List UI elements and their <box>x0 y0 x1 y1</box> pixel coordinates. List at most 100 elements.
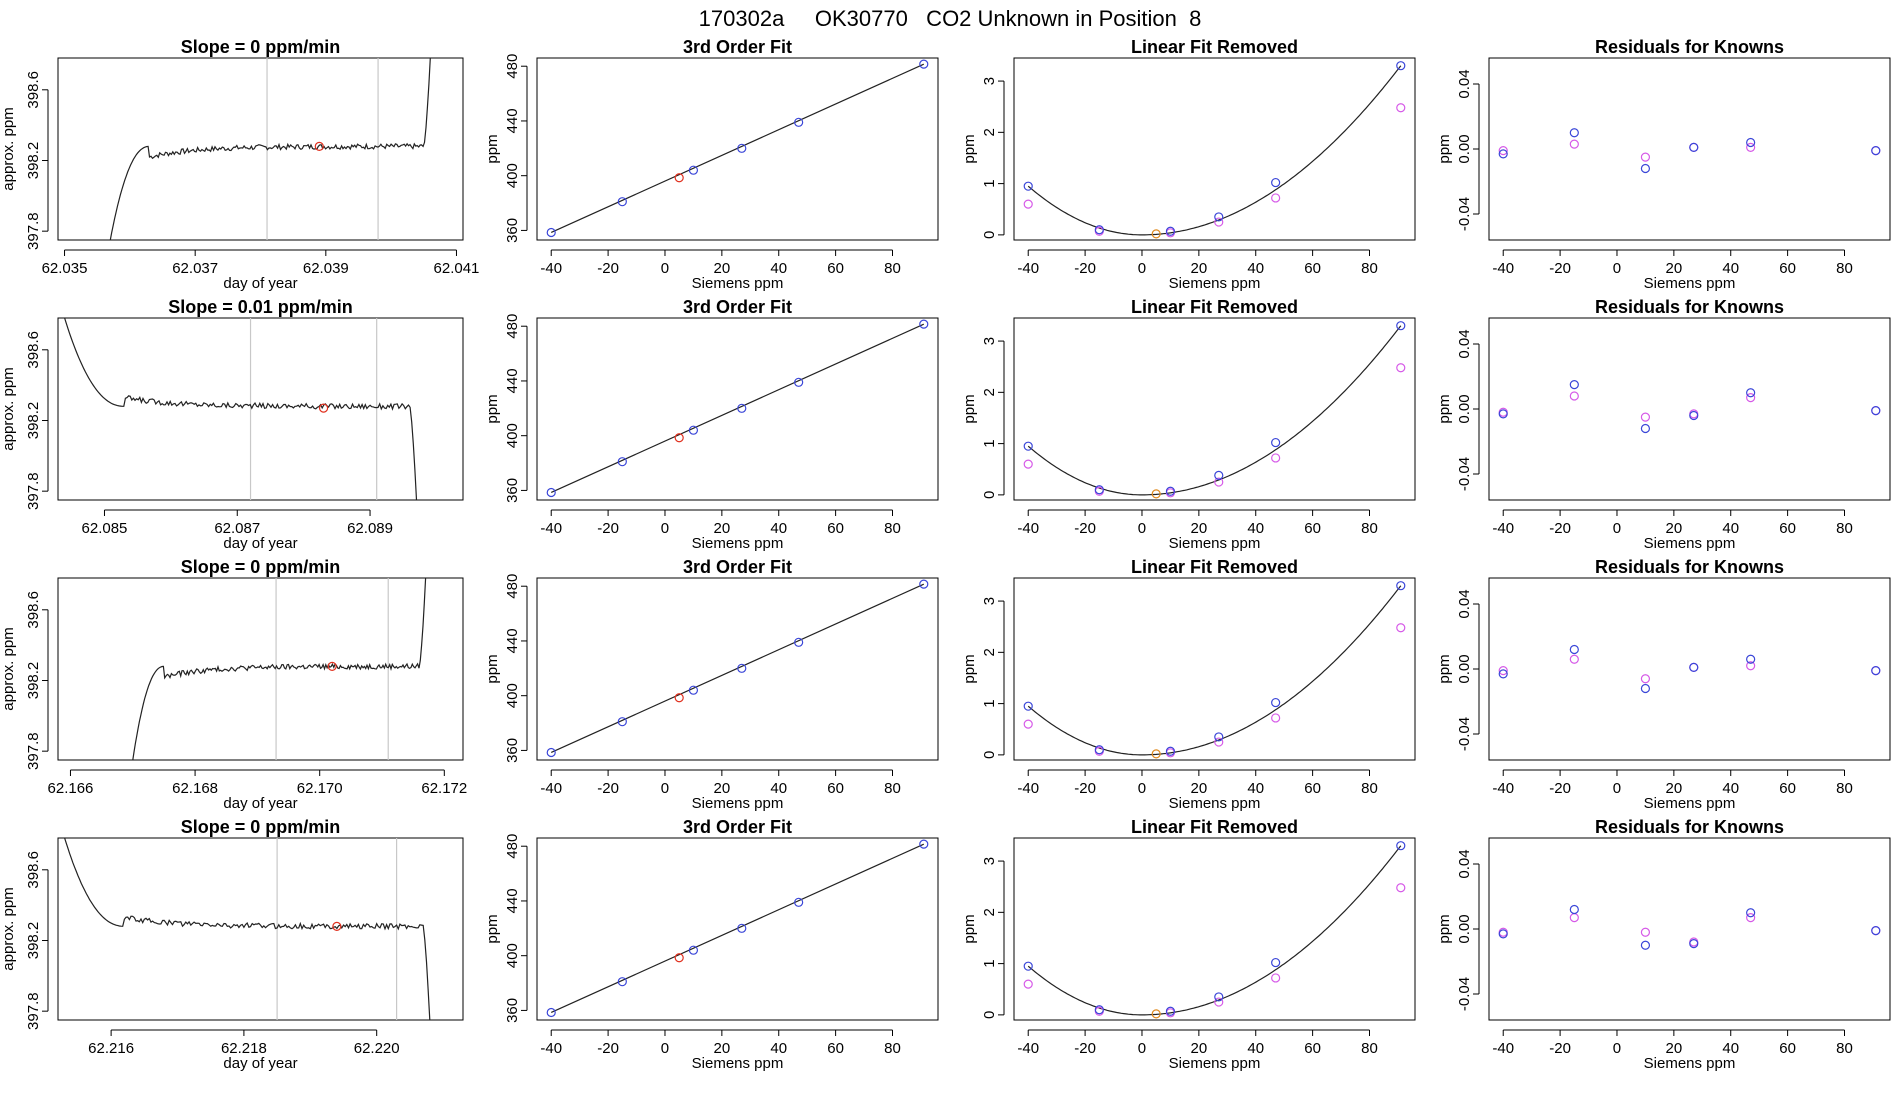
x-tick-label: -40 <box>1492 520 1514 537</box>
y-tick-label: 0 <box>981 231 998 239</box>
x-axis-label: day of year <box>223 1055 297 1072</box>
y-tick-label: 0 <box>981 1011 998 1019</box>
x-tick-label: -20 <box>1074 260 1096 277</box>
y-tick-label: 3 <box>981 77 998 85</box>
standard-point <box>546 227 556 238</box>
plot-frame <box>1013 837 1416 1021</box>
y-tick-label: 397.8 <box>25 472 42 510</box>
y-tick-label: 0.04 <box>1456 589 1473 618</box>
x-tick-label: 20 <box>1666 260 1683 277</box>
series-point <box>1498 669 1508 679</box>
series-point <box>1498 409 1508 419</box>
x-tick-label: 60 <box>1779 260 1796 277</box>
panel-title: 3rd Order Fit <box>683 37 792 57</box>
x-tick-label: 62.220 <box>354 1040 400 1057</box>
y-tick-label: 398.6 <box>25 851 42 889</box>
x-tick-label: -40 <box>540 1040 562 1057</box>
plot-frame <box>1013 317 1416 501</box>
y-tick-label: 397.8 <box>25 992 42 1030</box>
series-point <box>1569 380 1579 390</box>
x-tick-label: 60 <box>1304 780 1321 797</box>
y-tick-label: 0.00 <box>1456 654 1473 683</box>
standard-point <box>546 1007 556 1018</box>
x-tick-label: 40 <box>1722 260 1739 277</box>
panel-title: Slope = 0 ppm/min <box>181 557 341 577</box>
data-area <box>1498 644 1881 694</box>
series-point <box>1214 477 1224 487</box>
x-tick-label: 20 <box>1191 260 1208 277</box>
standard-point <box>617 717 627 727</box>
series-point <box>1094 225 1104 235</box>
panel-r1-c2: 3rd Order Fit -40 -20 0 20 40 60 80 Siemens ppm 3… <box>484 37 939 292</box>
series-point <box>1640 163 1651 174</box>
y-tick-label: 397.8 <box>25 212 42 250</box>
unknown-point <box>674 173 684 183</box>
panel-r3-c1: Slope = 0 ppm/min 62.166 62.168 62.170 62.17… <box>0 557 467 812</box>
panel-r4-c3: Linear Fit Removed-40 -20 0 20 40 60 80Siemens… <box>961 817 1416 1072</box>
series-point <box>1569 644 1579 655</box>
standard-point <box>688 165 699 175</box>
data-area <box>64 838 431 1020</box>
standard-point <box>919 579 929 589</box>
series-point <box>1746 908 1756 918</box>
x-tick-label: -20 <box>1074 1040 1096 1057</box>
x-axis-label: Siemens ppm <box>1169 1055 1261 1072</box>
series-point <box>1569 391 1579 401</box>
panel-title: Residuals for Knowns <box>1595 557 1784 577</box>
y-tick-label: 0.00 <box>1456 134 1473 163</box>
series-point <box>1640 927 1651 937</box>
y-tick-label: -0.04 <box>1456 457 1473 491</box>
x-tick-label: 40 <box>1722 520 1739 537</box>
y-axis-label: ppm <box>484 914 501 943</box>
standard-point <box>794 897 804 907</box>
plot-frame <box>57 577 464 761</box>
y-tick-label: 2 <box>981 908 998 916</box>
series-point <box>1214 737 1224 747</box>
y-tick-label: 3 <box>981 597 998 605</box>
y-tick-label: 0 <box>981 491 998 499</box>
series-point <box>1498 929 1508 939</box>
x-tick-label: 40 <box>770 1040 787 1057</box>
fit-curve <box>1027 65 1402 236</box>
y-tick-label: 398.2 <box>25 142 42 180</box>
x-tick-label: 0 <box>1138 520 1146 537</box>
panel-title: Residuals for Knowns <box>1595 297 1784 317</box>
fit-curve <box>1027 325 1402 496</box>
series-point <box>1498 149 1508 159</box>
x-tick-label: 80 <box>1361 260 1378 277</box>
series-point <box>1871 926 1881 936</box>
plot-frame <box>57 317 464 501</box>
series-point <box>1746 661 1756 671</box>
x-tick-label: -20 <box>597 260 619 277</box>
x-axis-label: Siemens ppm <box>1169 795 1261 812</box>
series-point <box>1569 913 1579 923</box>
y-tick-label: 400 <box>504 943 521 968</box>
y-tick-label: 0.00 <box>1456 914 1473 943</box>
x-tick-label: 80 <box>1836 520 1853 537</box>
data-area <box>546 59 929 238</box>
x-tick-label: 62.087 <box>214 520 260 537</box>
x-tick-label: 40 <box>1247 780 1264 797</box>
series-point <box>1569 904 1579 915</box>
y-tick-label: 2 <box>981 388 998 396</box>
data-area <box>1023 581 1406 759</box>
x-tick-label: 40 <box>1722 1040 1739 1057</box>
y-axis-label: ppm <box>1436 134 1453 163</box>
panel-title: Residuals for Knowns <box>1595 37 1784 57</box>
x-tick-label: 40 <box>1247 260 1264 277</box>
y-tick-label: 0.04 <box>1456 69 1473 98</box>
standard-point <box>617 977 627 987</box>
x-tick-label: 80 <box>884 260 901 277</box>
standard-point <box>688 425 699 435</box>
y-axis-label: approx. ppm <box>0 367 17 450</box>
panel-r3-c2: 3rd Order Fit -40 -20 0 20 40 60 80 Siemens ppm 3… <box>484 557 939 812</box>
x-tick-label: 80 <box>1836 780 1853 797</box>
panel-r4-c2: 3rd Order Fit -40 -20 0 20 40 60 80 Siemens ppm 3… <box>484 817 939 1072</box>
x-tick-label: 0 <box>661 260 669 277</box>
x-tick-label: 0 <box>1138 260 1146 277</box>
y-tick-label: 398.6 <box>25 71 42 109</box>
y-axis-label: approx. ppm <box>0 887 17 970</box>
unknown-point <box>1151 229 1161 239</box>
series-point <box>1640 940 1651 950</box>
